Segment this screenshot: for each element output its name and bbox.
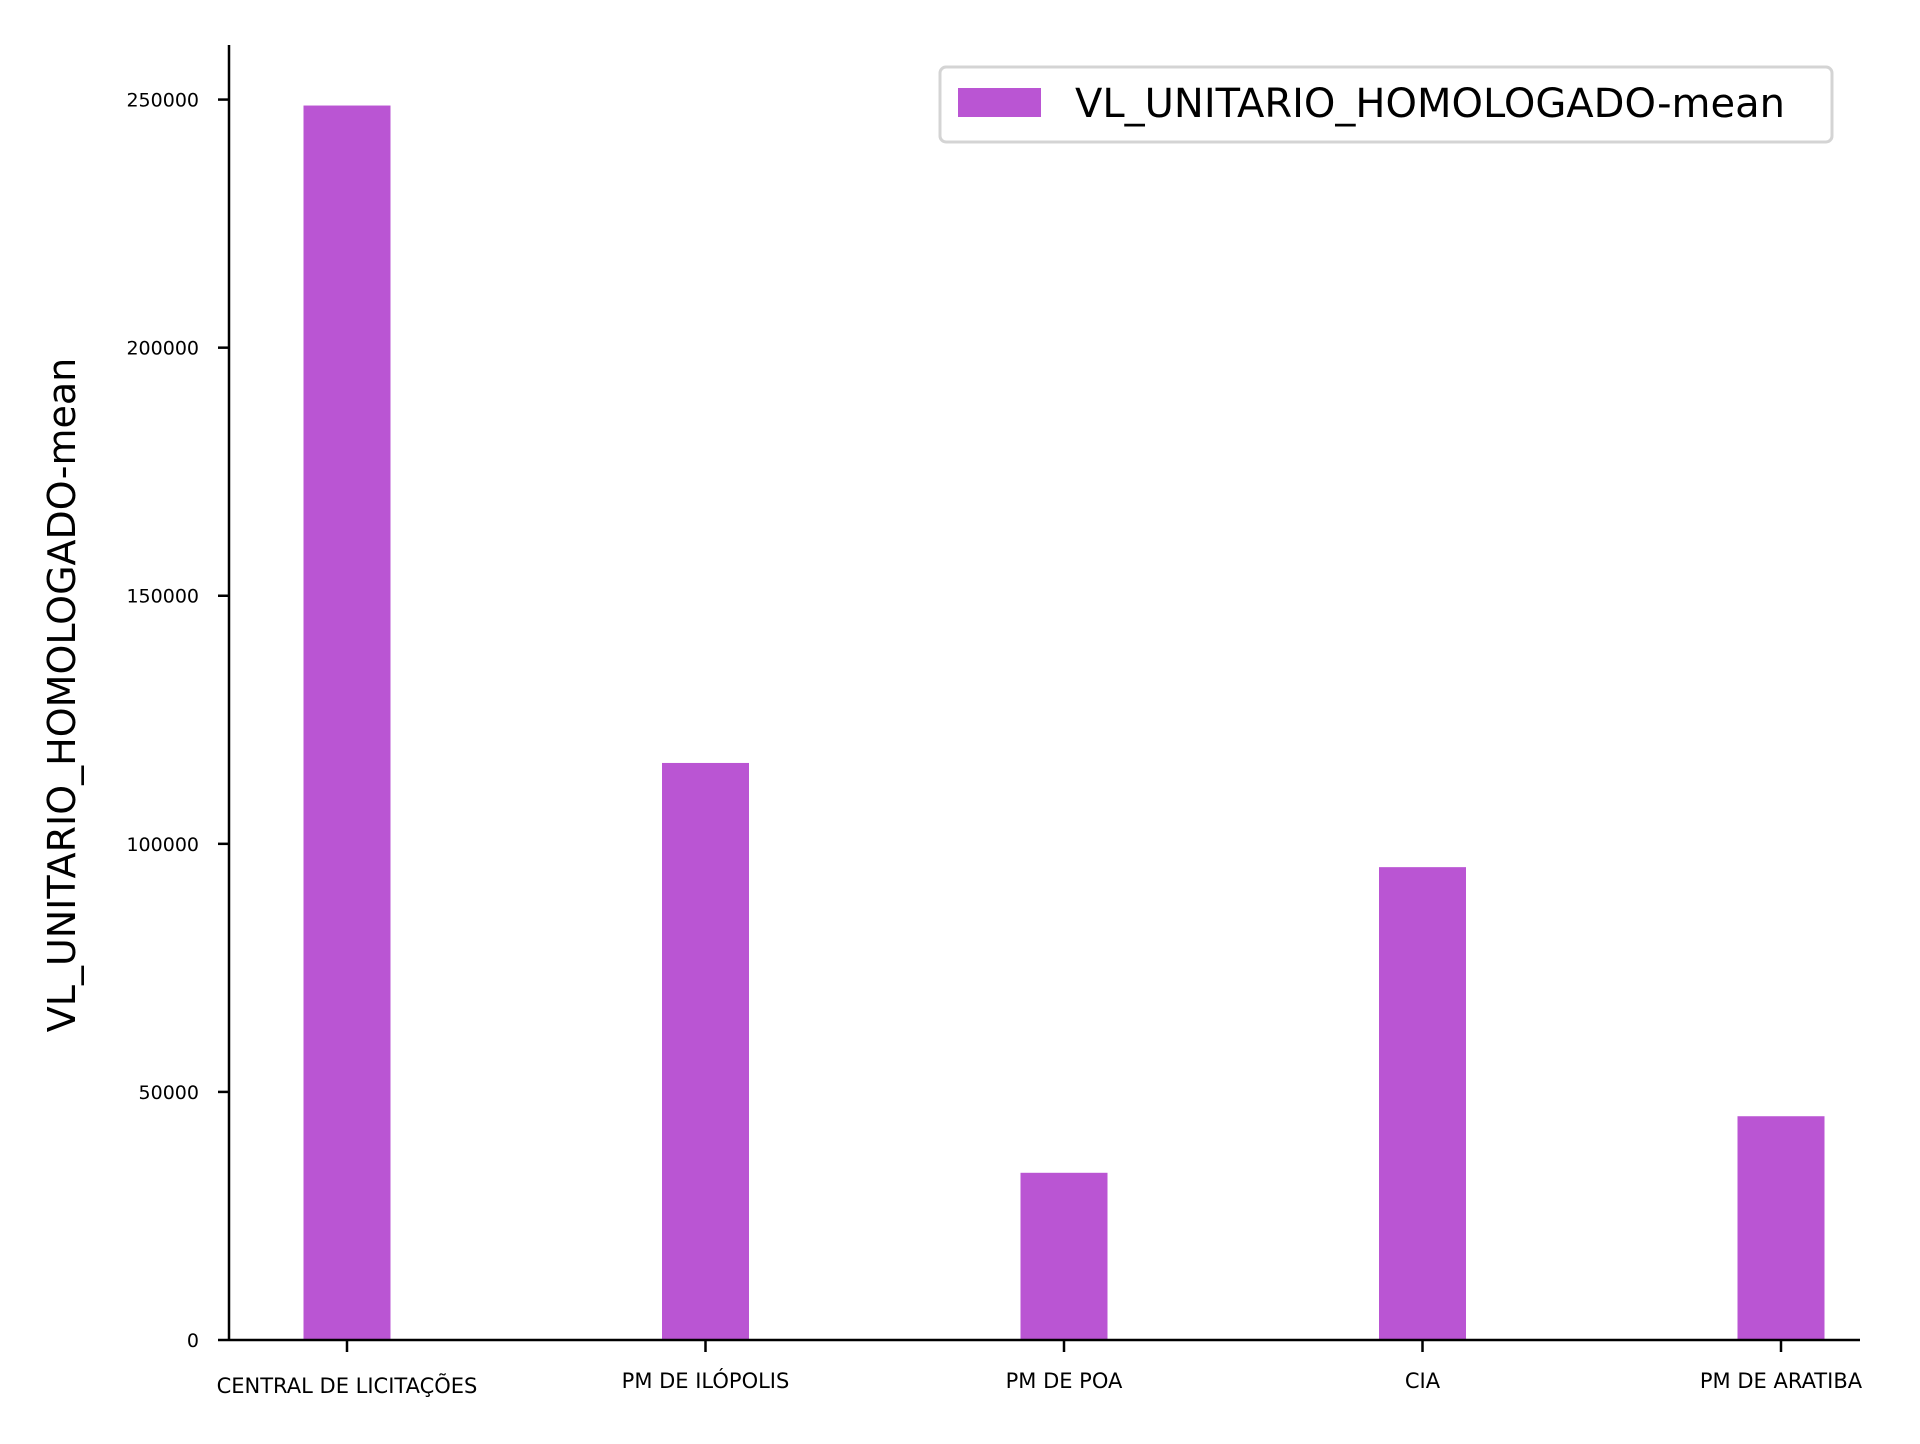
- x-tick-label: PM DE ILÓPOLIS: [622, 1368, 790, 1393]
- legend-label: VL_UNITARIO_HOMOLOGADO-mean: [1075, 81, 1785, 127]
- bar-2: [662, 762, 749, 1340]
- axes-layer: [227, 45, 1860, 1342]
- bar-1: [303, 105, 391, 1340]
- y-tick-label: 100000: [126, 834, 199, 856]
- y-tick-label: 50000: [139, 1082, 199, 1104]
- bar-5: [1737, 1116, 1825, 1340]
- y-ticks: 0 50000 100000 150000 200000 250000: [126, 90, 229, 1352]
- x-tick-label: CIA: [1405, 1369, 1441, 1393]
- bar-3: [1020, 1172, 1108, 1340]
- y-tick-label: 150000: [126, 586, 199, 608]
- legend: VL_UNITARIO_HOMOLOGADO-mean: [938, 65, 1834, 144]
- bar-4: [1379, 867, 1466, 1340]
- bars-layer: [303, 105, 1825, 1340]
- x-tick-label: PM DE ARATIBA: [1700, 1369, 1863, 1393]
- y-tick-label: 0: [187, 1330, 199, 1352]
- y-axis-title: VL_UNITARIO_HOMOLOGADO-mean: [40, 358, 84, 1032]
- y-tick-label: 200000: [126, 338, 199, 360]
- x-tick-label: PM DE POA: [1006, 1369, 1123, 1393]
- x-tick-label: CENTRAL DE LICITAÇÕES: [217, 1372, 478, 1398]
- y-tick-label: 250000: [126, 90, 199, 112]
- legend-swatch: [958, 88, 1041, 117]
- x-ticks: CENTRAL DE LICITAÇÕES PM DE ILÓPOLIS PM DE…: [217, 1340, 1863, 1398]
- legend-box: [938, 65, 1834, 144]
